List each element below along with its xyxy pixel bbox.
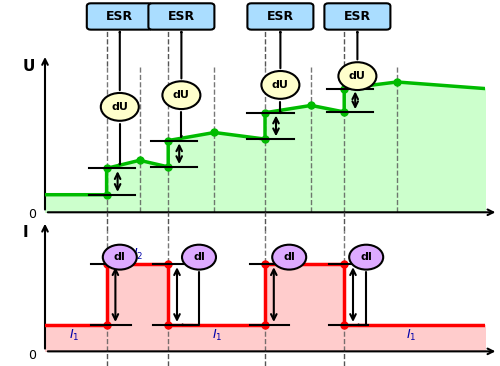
Text: ESR: ESR	[106, 10, 134, 23]
Text: dU: dU	[112, 102, 128, 112]
Text: ESR: ESR	[344, 10, 371, 23]
Text: I: I	[23, 224, 28, 239]
Text: $I_1$: $I_1$	[212, 328, 222, 343]
Text: U: U	[23, 59, 36, 74]
Text: $I_1$: $I_1$	[69, 328, 80, 343]
Text: 0: 0	[28, 208, 36, 221]
Text: $I_1$: $I_1$	[406, 328, 416, 343]
Text: dU: dU	[173, 90, 190, 100]
Text: dU: dU	[272, 80, 289, 90]
Text: dI: dI	[360, 252, 372, 262]
Text: dI: dI	[284, 252, 295, 262]
Text: dU: dU	[349, 71, 366, 81]
Text: 0: 0	[28, 348, 36, 362]
Text: ESR: ESR	[168, 10, 195, 23]
Text: $I_2$: $I_2$	[133, 247, 143, 262]
Text: ESR: ESR	[267, 10, 294, 23]
Text: $I_2$: $I_2$	[298, 247, 308, 262]
Text: dI: dI	[193, 252, 205, 262]
Text: dI: dI	[114, 252, 126, 262]
